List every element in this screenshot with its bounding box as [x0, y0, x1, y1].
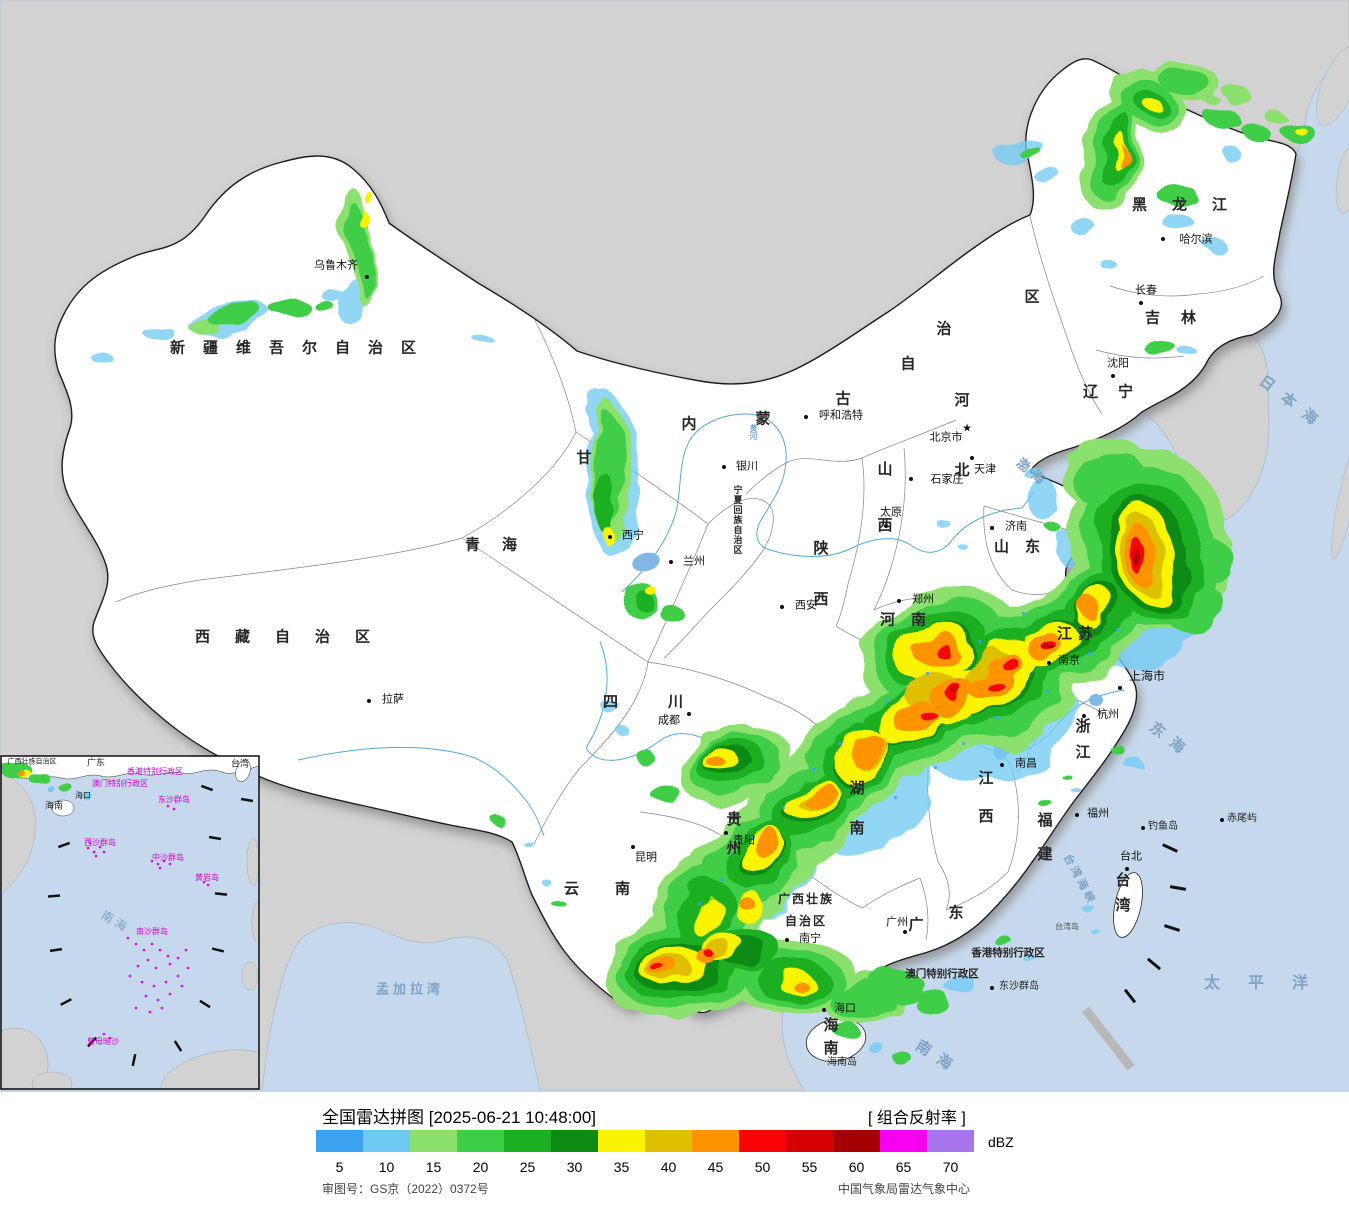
inset-reef-markers — [86, 804, 210, 1040]
legend-cell-45: 45 — [692, 1130, 739, 1175]
echo-speckles — [698, 612, 1119, 905]
legend-cell-60: 60 — [833, 1130, 880, 1175]
legend-unit: dBZ — [988, 1134, 1014, 1150]
map-area: 新疆维吾尔自治区 西藏自治区 青海甘内蒙古自治区黑龙江 吉林 辽宁 河北 山西 山东 河南 陕西宁… — [0, 0, 1349, 1092]
legend-cell-40: 40 — [645, 1130, 692, 1175]
legend-colorbar: 5 10 15 20 25 30 35 40 45 50 55 60 65 70 — [316, 1130, 974, 1175]
legend-cell-70: 70 — [927, 1130, 974, 1175]
legend-cell-30: 30 — [551, 1130, 598, 1175]
taiwan-island — [1113, 872, 1143, 938]
basemap-svg — [0, 0, 1349, 1092]
legend-source: 中国气象局雷达气象中心 — [838, 1182, 971, 1196]
legend-cell-50: 50 — [739, 1130, 786, 1175]
legend-cell-15: 15 — [410, 1130, 457, 1175]
legend-cell-55: 55 — [786, 1130, 833, 1175]
radar-echo-layer — [18, 64, 1314, 1064]
legend-product-name: [ 组合反射率 ] — [868, 1110, 966, 1127]
legend-approval-number: 审图号：GS京（2022）0372号 — [322, 1182, 489, 1196]
legend-cell-10: 10 — [363, 1130, 410, 1175]
echo-60dbz — [1047, 556, 1141, 648]
inset-radar-echoes — [1, 762, 93, 800]
inset-map — [1, 756, 259, 1089]
legend-cell-65: 65 — [880, 1130, 927, 1175]
legend-bar: 全国雷达拼图 [2025-06-21 10:48:00] [ 组合反射率 ] 5… — [0, 1092, 1349, 1208]
gray-maritime-band — [1082, 1006, 1135, 1071]
legend-cell-5: 5 — [316, 1130, 363, 1175]
legend-cell-25: 25 — [504, 1130, 551, 1175]
legend-cell-20: 20 — [457, 1130, 504, 1175]
maritime-boundary-dashes — [1123, 843, 1187, 1004]
legend-title: 全国雷达拼图 [2025-06-21 10:48:00] — [322, 1108, 597, 1127]
legend-cell-35: 35 — [598, 1130, 645, 1175]
inset-nine-dash-line — [47, 784, 254, 1067]
inset-border — [0, 755, 260, 1090]
